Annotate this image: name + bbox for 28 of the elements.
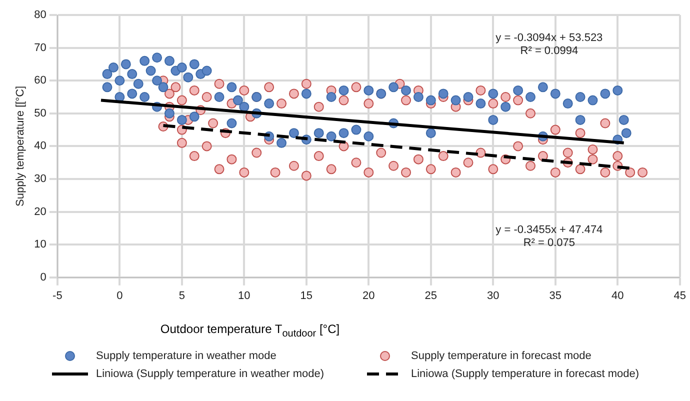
y-tick-label: 70 (34, 42, 46, 54)
y-tick-label: 80 (34, 9, 46, 22)
legend-label: Liniowa (Supply temperature in weather mode) (96, 368, 324, 380)
annotation: y = -0.3455x + 47.474 R² = 0.075 (496, 224, 603, 249)
legend-label: Supply temperature in weather mode (96, 350, 276, 362)
legend-label: Supply temperature in forecast mode (411, 350, 592, 362)
y-tick-label: 20 (34, 206, 46, 218)
y-tick-label: 30 (34, 173, 46, 186)
x-tick-label: 20 (362, 290, 375, 302)
y-tick-label: 50 (34, 107, 46, 120)
x-tick-label: 35 (549, 290, 562, 302)
y-tick-label: 10 (34, 238, 46, 251)
x-tick-label: 10 (238, 290, 250, 302)
x-axis-title: Outdoor temperature T$_{outdoor}$ [°C] (159, 322, 341, 340)
x-tick-label: -5 (52, 290, 62, 302)
x-tick-label: 0 (116, 290, 123, 302)
x-tick-label: 45 (674, 290, 686, 302)
y-tick-label: 0 (40, 271, 46, 284)
y-tick-label: 40 (34, 140, 46, 152)
x-tick-label: 40 (612, 290, 624, 302)
legend-label: Liniowa (Supply temperature in forecast mode) (411, 368, 640, 380)
annotation: y = -0.3094x + 53.523 R² = 0.0994 (496, 32, 603, 58)
x-tick-label: 15 (300, 290, 313, 302)
x-tick-label: 5 (178, 290, 185, 302)
x-tick-label: 25 (424, 290, 438, 302)
x-tick-label: 30 (487, 290, 500, 302)
y-tick-label: 60 (34, 74, 46, 87)
y-axis-title: Supply temperature [[°C] (14, 86, 27, 206)
